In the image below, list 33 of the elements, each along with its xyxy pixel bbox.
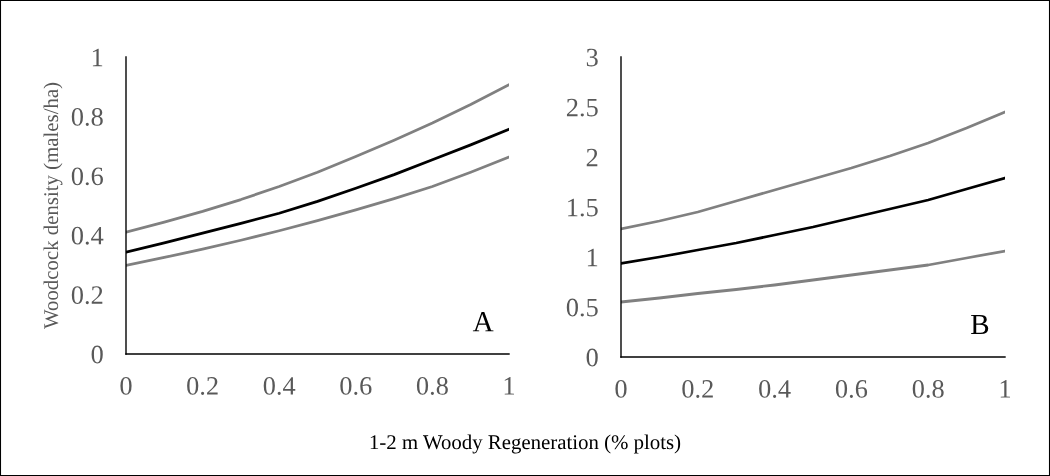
y-tick-label: 2 — [586, 148, 598, 167]
x-tick-label: 1 — [504, 377, 515, 395]
y-tick-label: 0 — [91, 345, 103, 364]
y-tick-label: 0.4 — [71, 226, 104, 245]
y-tick-label: 1 — [587, 248, 598, 267]
x-tick-label: 1 — [1000, 380, 1011, 398]
annotation: A — [472, 312, 494, 332]
x-tick-label: 0.6 — [835, 379, 868, 398]
y-tick-label: 1 — [92, 48, 103, 67]
y-tick-label: 0.6 — [71, 167, 103, 186]
y-axis-title: Woodcock density (males/ha) — [43, 82, 63, 330]
line-series — [126, 83, 509, 234]
x-tick-label: 0.2 — [187, 376, 218, 395]
x-tick-label: 0 — [120, 376, 132, 395]
x-tick-label: 0.8 — [912, 379, 944, 398]
x-axis-title: 1-2 m Woody Regeneration (% plots) — [370, 434, 681, 454]
x-tick-label: 0.2 — [682, 379, 713, 398]
y-tick-label: 1.5 — [568, 198, 598, 217]
y-tick-label: 0 — [586, 348, 598, 367]
x-tick-label: 0.8 — [416, 376, 448, 395]
x-tick-label: 0.4 — [263, 376, 296, 395]
y-tick-label: 0.5 — [566, 298, 598, 317]
line-series — [621, 249, 1005, 304]
line-series — [126, 155, 509, 267]
x-tick-label: 0.6 — [340, 376, 372, 395]
x-tick-label: 0 — [615, 379, 627, 398]
y-tick-label: 0.2 — [71, 286, 103, 305]
y-tick-label: 2.5 — [566, 98, 598, 117]
line-series — [621, 110, 1005, 231]
x-tick-label: 0.4 — [759, 379, 791, 398]
y-tick-label: 3 — [586, 48, 598, 67]
y-tick-label: 0.8 — [71, 108, 103, 126]
annotation: B — [971, 314, 989, 335]
